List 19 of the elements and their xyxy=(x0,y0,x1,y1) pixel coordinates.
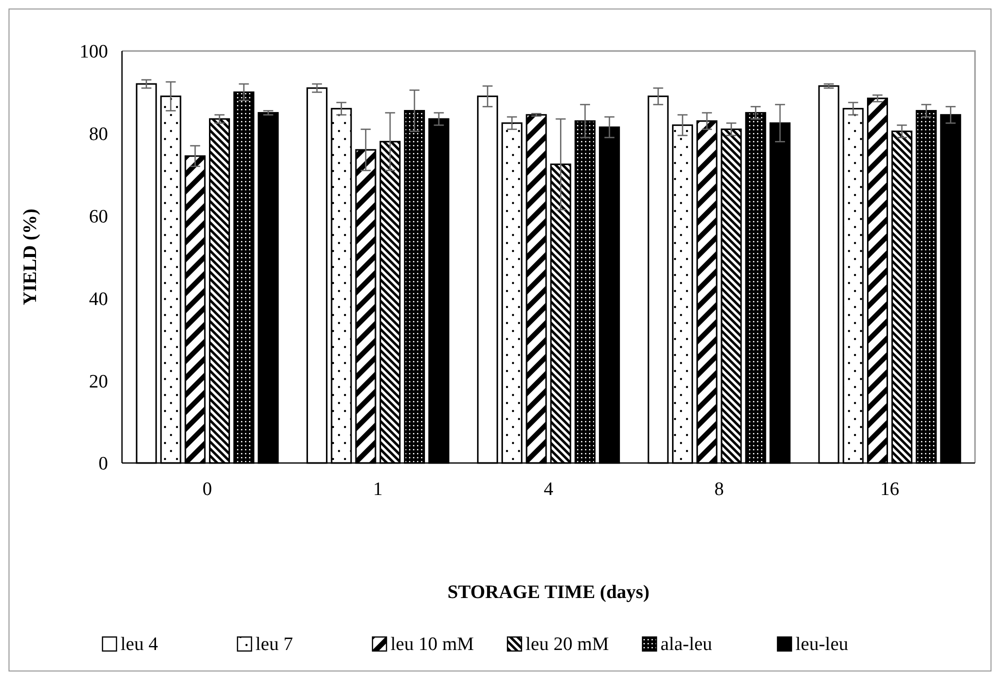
legend-label: ala-leu xyxy=(660,634,713,655)
y-tick-label: 20 xyxy=(89,371,108,392)
legend-label: leu-leu xyxy=(796,634,849,655)
x-axis-title: STORAGE TIME (days) xyxy=(447,582,650,603)
y-tick-label: 100 xyxy=(80,42,108,63)
x-tick-label: 8 xyxy=(714,479,724,500)
x-tick-label: 1 xyxy=(373,479,383,500)
legend-label: leu 4 xyxy=(120,634,158,655)
y-tick-label: 60 xyxy=(89,206,108,228)
x-tick-label: 4 xyxy=(544,479,554,500)
y-axis-title: YIELD (%) xyxy=(20,208,41,306)
legend-label: leu 7 xyxy=(256,634,293,655)
y-tick-label: 40 xyxy=(89,288,108,310)
x-tick-label: 16 xyxy=(880,479,900,500)
legend-label: leu 10 mM xyxy=(390,634,474,655)
y-tick-label: 0 xyxy=(98,454,108,475)
y-tick-label: 80 xyxy=(89,124,108,146)
x-tick-label: 0 xyxy=(202,479,212,500)
legend-label: leu 20 mM xyxy=(526,634,609,655)
